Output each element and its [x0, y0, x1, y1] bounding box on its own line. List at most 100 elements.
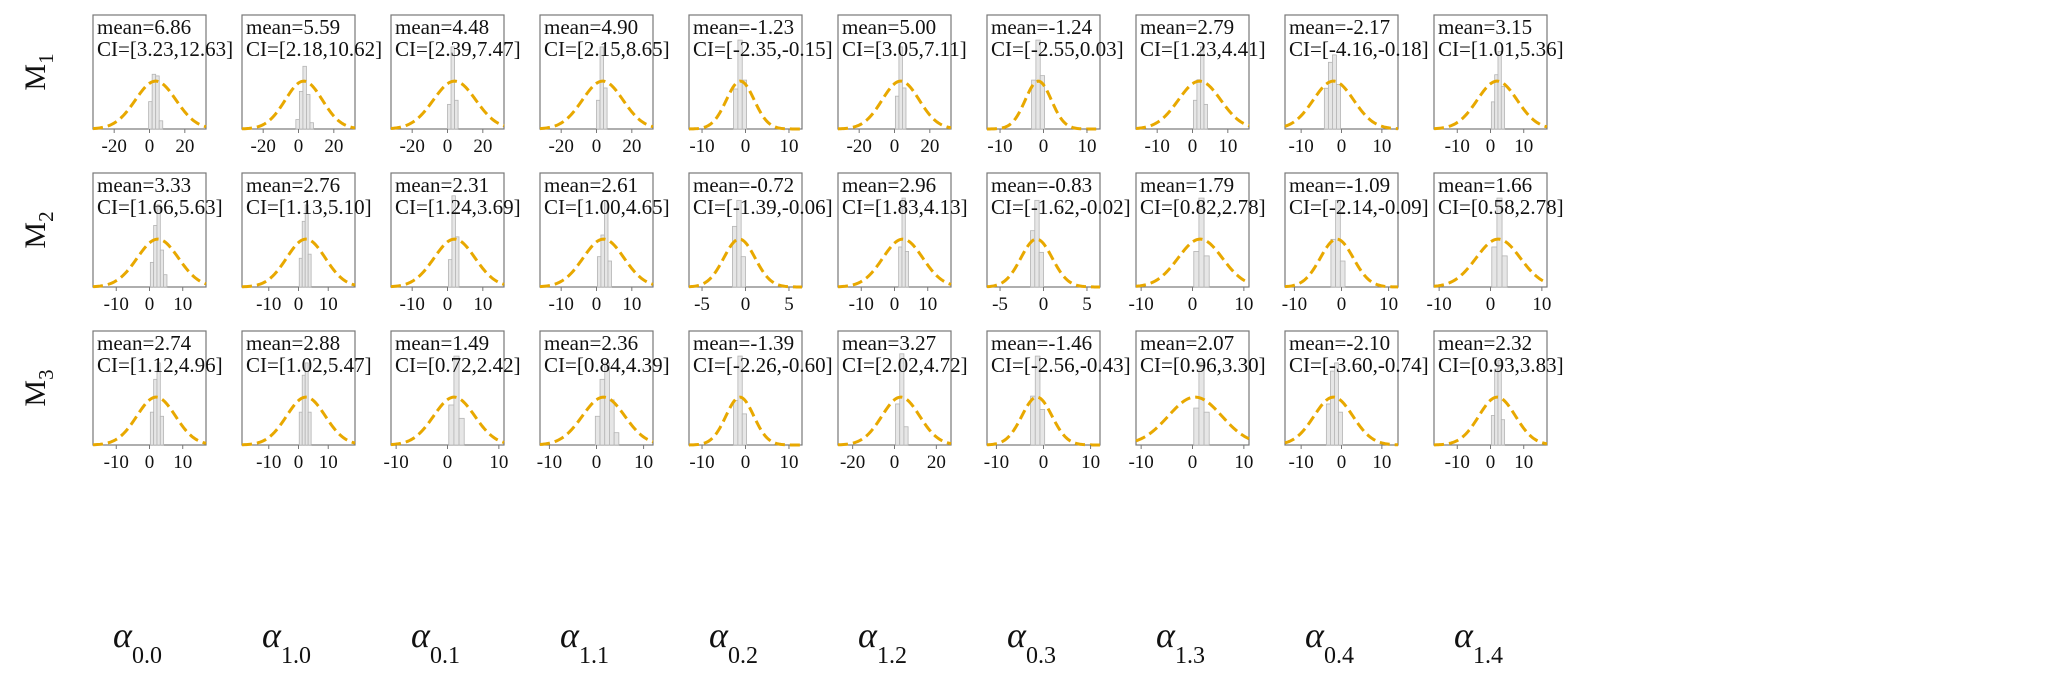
x-tick-label: -20	[847, 136, 872, 157]
plot-frame	[241, 172, 356, 288]
histogram-bar	[1334, 362, 1339, 446]
column-label-sub: 0.4	[1324, 643, 1354, 669]
ci-label: CI=[1.01,5.36]	[1438, 37, 1564, 61]
mean-label: mean=-2.17	[1289, 15, 1390, 39]
histogram-bar	[1336, 84, 1341, 130]
x-tick-label: 10	[173, 452, 192, 473]
histogram-bar	[737, 355, 743, 446]
plot-frame	[837, 172, 952, 288]
x-tick-label: 0	[592, 452, 602, 473]
histogram-bar	[1330, 238, 1337, 288]
x-tick-label: 10	[779, 136, 798, 157]
ci-label: CI=[-2.35,-0.15]	[693, 37, 833, 61]
x-tick-label: -10	[256, 294, 281, 315]
histogram-bar	[448, 404, 455, 446]
x-tick-label: -20	[400, 136, 425, 157]
column-label-symbol: α	[709, 615, 729, 655]
histogram-bar	[741, 413, 747, 446]
ci-label: CI=[0.58,2.78]	[1438, 195, 1564, 219]
column-label-sub: 1.3	[1175, 643, 1205, 669]
histogram-bar	[1335, 199, 1341, 288]
histogram-bar	[159, 415, 165, 446]
histogram-bar	[458, 417, 465, 446]
histogram-bar	[904, 251, 910, 288]
histogram-bar	[455, 236, 460, 288]
x-tick-label: -10	[1288, 452, 1313, 473]
x-tick-label: 0	[294, 294, 304, 315]
x-tick-label: 0	[145, 136, 155, 157]
x-tick-label: 0	[1188, 294, 1198, 315]
histogram-bar	[901, 197, 906, 288]
x-tick-label: -10	[104, 294, 129, 315]
column-label-sub: 1.1	[579, 643, 609, 669]
density-curve	[688, 237, 802, 289]
mean-label: mean=2.88	[246, 331, 340, 355]
plot-frame	[390, 330, 505, 446]
density-curve	[1433, 395, 1548, 447]
x-tick-label: -10	[400, 294, 425, 315]
histogram-bar	[898, 246, 903, 288]
x-tick-label: -10	[1282, 294, 1307, 315]
column-label-symbol: α	[113, 615, 133, 655]
density-curve	[1284, 237, 1399, 289]
x-tick-label: 0	[890, 136, 900, 157]
histogram-bar	[600, 234, 605, 288]
plot-frame	[837, 14, 952, 130]
x-tick-label: 20	[175, 136, 194, 157]
histogram-bar	[450, 46, 455, 130]
histogram-bar	[306, 94, 311, 130]
column-label-sub: 0.1	[430, 643, 460, 669]
histogram-bar	[903, 426, 909, 446]
density-curve	[986, 237, 1101, 289]
x-tick-label: -10	[1288, 136, 1313, 157]
histogram-bar	[1030, 395, 1036, 446]
x-tick-label: -20	[251, 136, 276, 157]
histogram-bar	[1497, 360, 1502, 446]
histogram-bar	[1491, 246, 1498, 288]
histogram-bar	[304, 204, 309, 288]
histogram-bar	[155, 75, 160, 130]
histogram-bar	[1338, 411, 1343, 446]
column-label: α1.0	[262, 615, 311, 669]
mean-label: mean=1.79	[1140, 173, 1234, 197]
x-tick-label: -10	[104, 452, 129, 473]
mean-label: mean=2.36	[544, 331, 638, 355]
density-curve	[1135, 79, 1250, 130]
histogram-bar	[894, 95, 900, 130]
column-label: α0.2	[709, 615, 758, 669]
mean-label: mean=2.96	[842, 173, 936, 197]
histogram-bar	[1323, 87, 1329, 130]
x-tick-label: 0	[1039, 452, 1049, 473]
histogram-bar	[153, 225, 158, 288]
histogram-bar	[1500, 85, 1506, 130]
histogram-bar	[1500, 419, 1506, 446]
density-curve	[390, 237, 505, 289]
mean-label: mean=2.74	[97, 331, 192, 355]
ci-label: CI=[1.13,5.10]	[246, 195, 372, 219]
x-tick-label: 5	[784, 294, 794, 315]
histogram-bar	[301, 220, 306, 288]
ci-label: CI=[-1.39,-0.06]	[693, 195, 833, 219]
mean-label: mean=-2.10	[1289, 331, 1390, 355]
histogram-bar	[741, 79, 747, 130]
mean-label: mean=3.27	[842, 331, 936, 355]
column-label: α1.3	[1156, 615, 1205, 669]
density-curve	[986, 79, 1100, 131]
histogram-bar	[302, 65, 307, 130]
histogram-bar	[149, 261, 155, 288]
ci-label: CI=[1.83,4.13]	[842, 195, 968, 219]
density-curve	[1135, 237, 1250, 288]
row-label: M2	[19, 211, 58, 248]
